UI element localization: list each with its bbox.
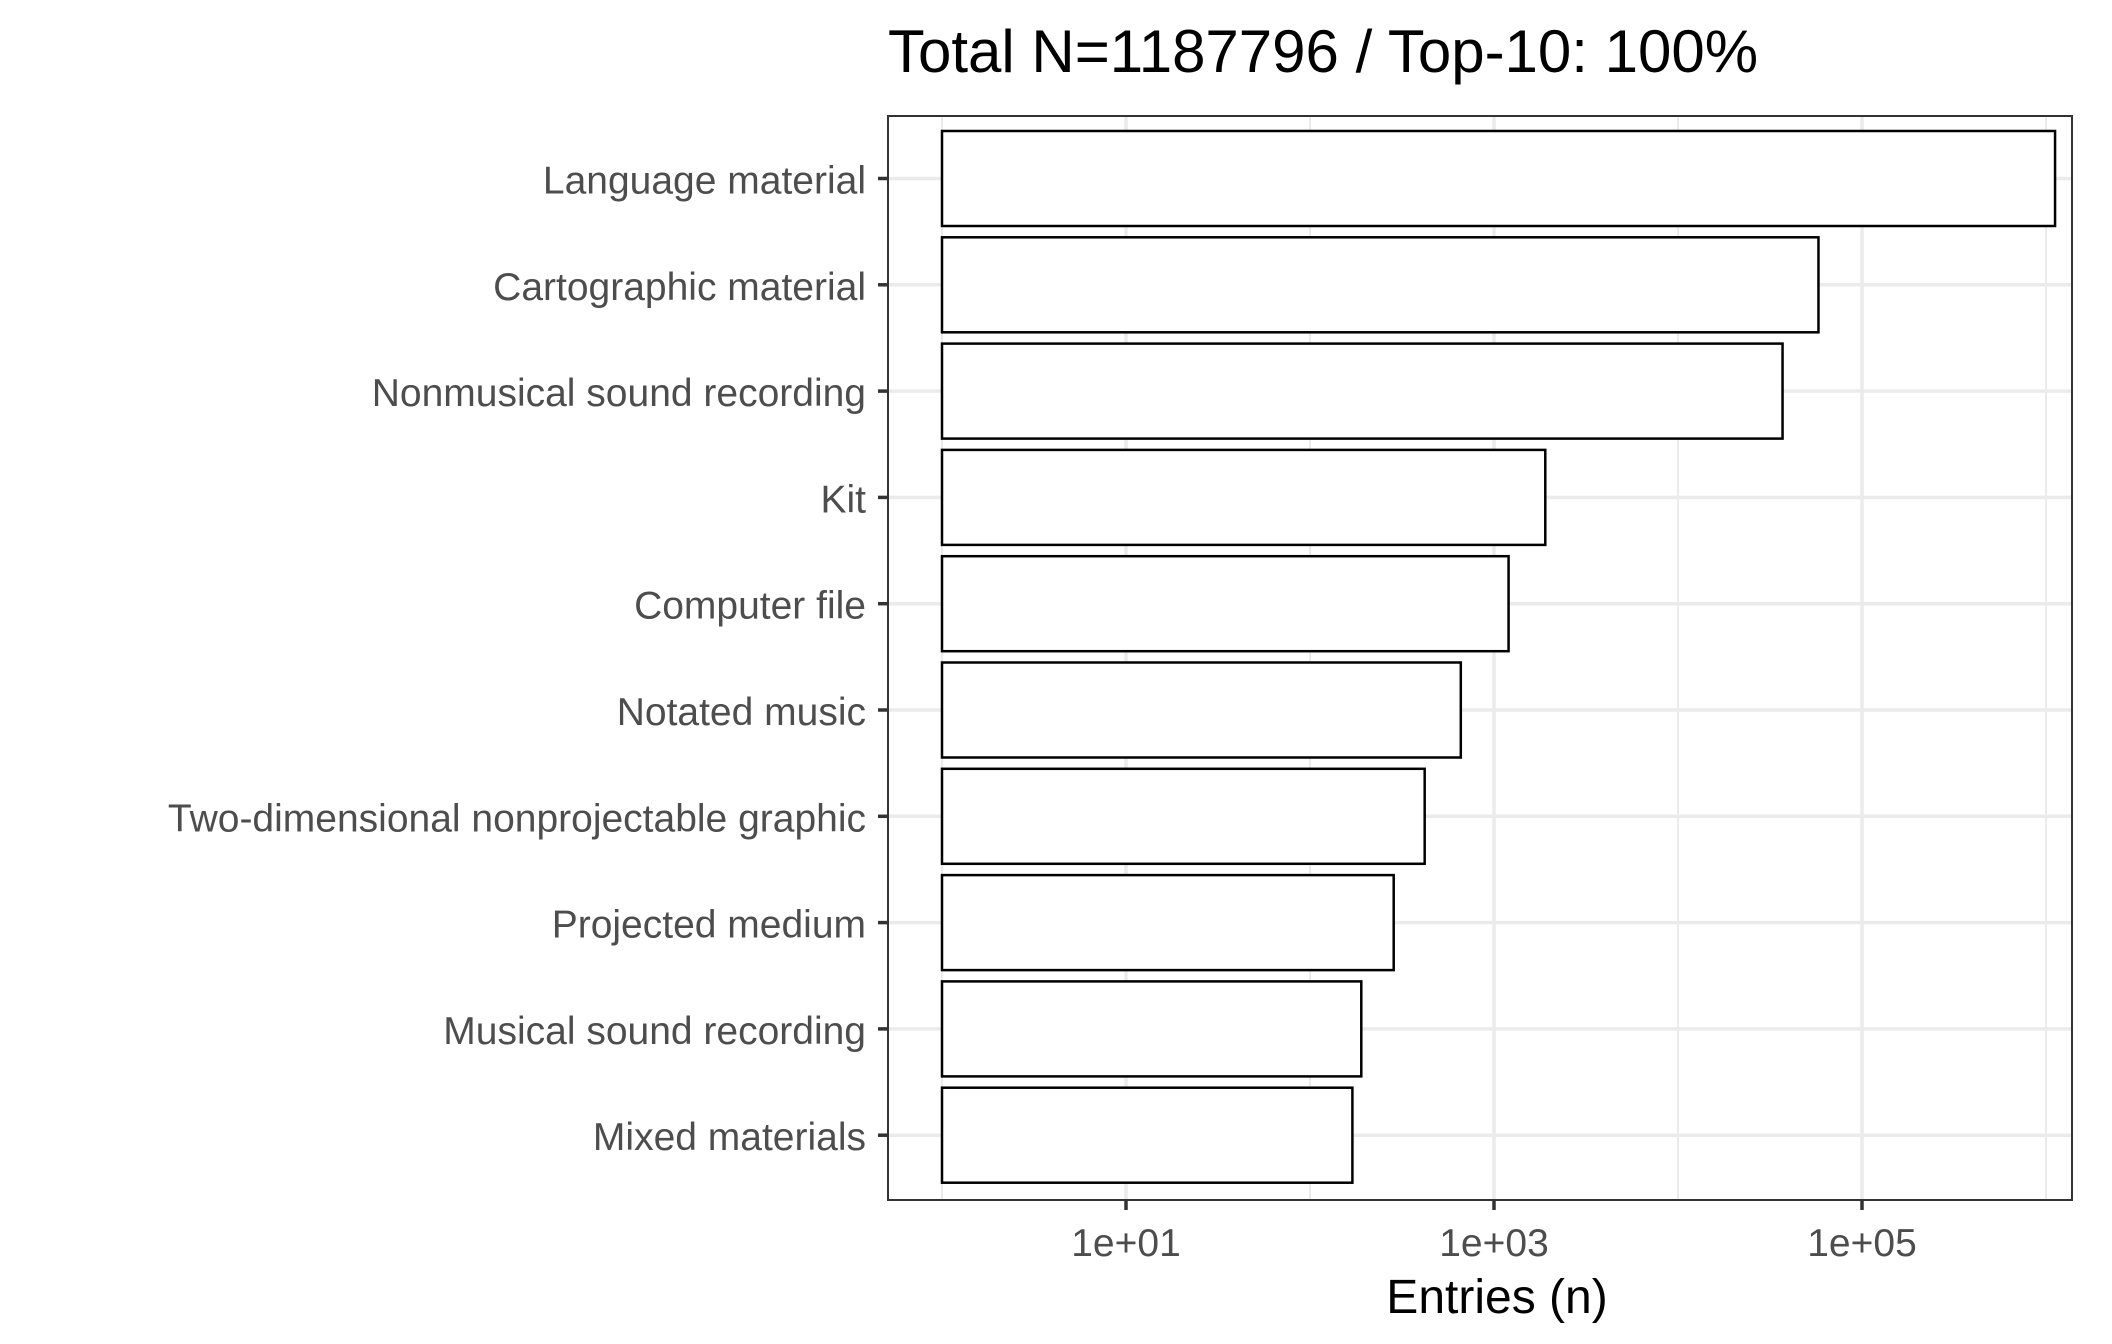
bars <box>940 129 2057 1184</box>
bar <box>940 1086 1354 1184</box>
x-tick-label: 1e+03 <box>1439 1222 1549 1265</box>
y-tick-label: Two-dimensional nonprojectable graphic <box>168 797 866 840</box>
bar <box>940 767 1426 866</box>
x-axis-title: Entries (n) <box>1386 1271 1607 1324</box>
y-tick-label: Language material <box>543 160 866 203</box>
x-tick-label: 1e+05 <box>1807 1222 1917 1265</box>
x-axis: 1e+01 1e+03 1e+05 <box>1071 1200 1917 1265</box>
bar <box>940 448 1547 547</box>
bar <box>940 980 1363 1078</box>
bar <box>940 236 1820 334</box>
bar <box>940 873 1395 972</box>
y-tick-label: Mixed materials <box>593 1116 866 1159</box>
y-tick-label: Musical sound recording <box>443 1010 866 1053</box>
bar <box>940 129 2057 228</box>
y-axis: Language material Cartographic material No… <box>168 160 888 1159</box>
x-tick-label: 1e+01 <box>1071 1222 1181 1265</box>
y-tick-label: Notated music <box>617 691 866 734</box>
y-tick-label: Cartographic material <box>493 266 866 309</box>
chart-title: Total N=1187796 / Top-10: 100% <box>888 18 1758 85</box>
y-tick-label: Projected medium <box>552 904 866 947</box>
y-tick-label: Computer file <box>634 585 866 628</box>
plot-panel-border <box>887 115 2073 1201</box>
y-tick-label: Kit <box>820 478 866 521</box>
y-tick-label: Nonmusical sound recording <box>372 372 866 415</box>
bar <box>940 661 1463 759</box>
bar <box>940 342 1784 440</box>
bar <box>940 554 1510 653</box>
